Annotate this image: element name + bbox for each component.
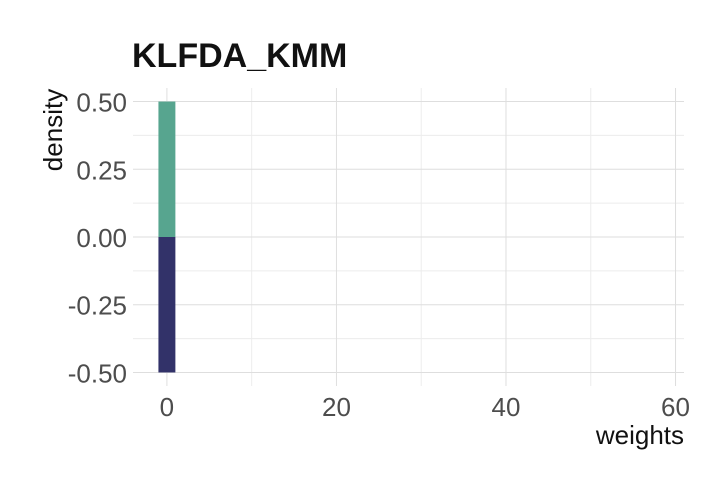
- y-tick-label: 0.00: [76, 223, 127, 253]
- x-tick-label: 0: [160, 392, 174, 422]
- chart-title: KLFDA_KMM: [132, 37, 347, 75]
- y-tick-label: -0.50: [68, 358, 127, 388]
- x-tick-label: 20: [322, 392, 351, 422]
- grid: [133, 88, 684, 386]
- y-tick-label: 0.50: [76, 88, 127, 118]
- x-tick-label: 60: [661, 392, 690, 422]
- x-tick-label: 40: [492, 392, 521, 422]
- y-axis-title: density: [38, 89, 68, 171]
- histogram-bar-series-2: [158, 237, 176, 373]
- y-tick-label: -0.25: [68, 291, 127, 321]
- histogram-bar-series-1: [158, 101, 176, 237]
- y-tick-label: 0.25: [76, 155, 127, 185]
- bars: [158, 101, 176, 373]
- x-axis-title: weights: [595, 420, 684, 450]
- tick-labels: 0 20 40 60 0.50 0.25 0.00 -0.25 -0.50: [68, 88, 690, 422]
